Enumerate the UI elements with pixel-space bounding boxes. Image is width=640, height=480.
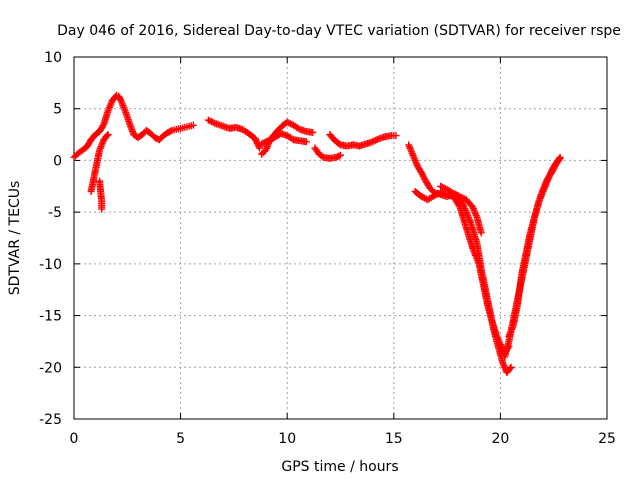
data-point — [419, 193, 427, 201]
data-point — [418, 193, 426, 201]
data-point — [459, 194, 467, 202]
data-point — [440, 184, 448, 192]
x-tick-label: 20 — [491, 431, 509, 447]
data-point — [204, 116, 212, 124]
data-point — [254, 141, 262, 149]
data-point — [261, 138, 269, 146]
data-point — [506, 365, 514, 373]
x-tick-label: 0 — [70, 431, 79, 447]
x-tick-label: 15 — [385, 431, 403, 447]
data-point — [286, 120, 294, 128]
data-markers — [70, 91, 564, 376]
y-tick-label: 10 — [44, 50, 62, 66]
data-point — [259, 139, 267, 147]
data-point — [372, 136, 380, 144]
x-tick-label: 5 — [176, 431, 185, 447]
data-point — [454, 192, 462, 200]
x-axis-label: GPS time / hours — [281, 459, 398, 475]
data-point — [103, 132, 111, 140]
data-point — [266, 136, 274, 144]
y-tick-label: 5 — [53, 102, 62, 118]
y-tick-label: -20 — [39, 360, 62, 376]
data-point — [294, 124, 302, 132]
data-point — [116, 95, 124, 103]
data-point — [252, 136, 260, 144]
y-tick-label: -15 — [39, 309, 62, 325]
data-point — [449, 190, 457, 198]
data-point — [457, 193, 465, 201]
data-point — [434, 190, 442, 198]
data-point — [267, 135, 275, 143]
y-tick-label: -25 — [39, 412, 62, 428]
data-point — [437, 182, 445, 190]
chart-title: Day 046 of 2016, Sidereal Day-to-day VTE… — [57, 23, 621, 39]
data-point — [456, 193, 464, 201]
data-point — [99, 122, 107, 130]
y-tick-label: -10 — [39, 257, 62, 273]
data-point — [255, 144, 263, 152]
data-point — [432, 191, 440, 199]
y-tick-label: 0 — [53, 153, 62, 169]
axis-ticks — [73, 56, 608, 420]
data-point — [262, 138, 270, 146]
data-point — [455, 201, 463, 209]
data-point — [104, 131, 112, 139]
data-point — [555, 156, 563, 164]
data-point — [98, 205, 106, 213]
data-point — [209, 118, 217, 126]
data-point — [477, 229, 485, 237]
data-point — [368, 138, 376, 146]
data-point — [283, 118, 291, 126]
x-tick-label: 25 — [598, 431, 616, 447]
data-point — [373, 135, 381, 143]
data-point — [430, 192, 438, 200]
grid — [74, 57, 607, 419]
data-point — [453, 191, 461, 199]
data-point — [208, 118, 216, 126]
y-tick-labels: -25 -20 -15 -10 -5 0 5 10 — [39, 50, 62, 428]
plot-frame — [73, 56, 608, 420]
data-point — [438, 183, 446, 191]
data-point — [309, 129, 317, 137]
data-point — [302, 138, 310, 146]
data-point — [264, 137, 272, 145]
data-point — [507, 363, 515, 371]
y-axis-label: SDTVAR / TECUs — [7, 181, 23, 296]
data-point — [253, 138, 261, 146]
data-point — [451, 190, 459, 198]
data-point — [337, 151, 344, 159]
x-tick-label: 10 — [278, 431, 296, 447]
data-point — [258, 140, 266, 148]
data-point — [251, 135, 259, 143]
y-tick-label: -5 — [48, 205, 62, 221]
data-point — [189, 121, 197, 129]
data-point — [556, 154, 564, 162]
data-point — [285, 119, 293, 127]
data-point — [392, 132, 400, 140]
x-tick-labels: 0 5 10 15 20 25 — [70, 431, 616, 447]
data-point — [370, 137, 378, 145]
data-point — [206, 117, 214, 125]
data-point — [288, 135, 296, 143]
